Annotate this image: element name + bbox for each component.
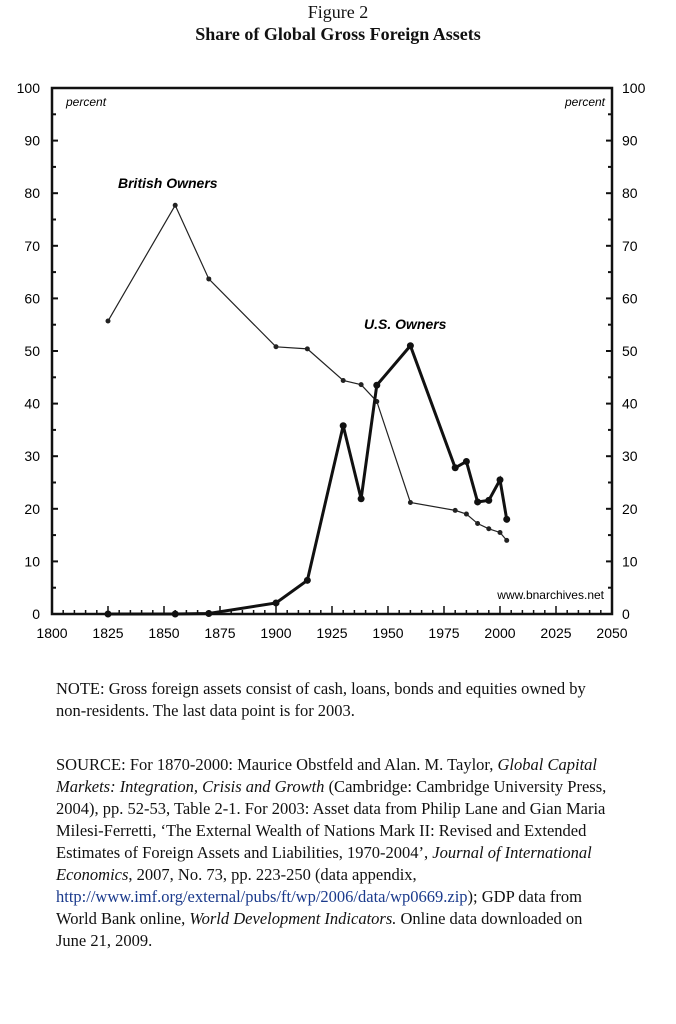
data-point bbox=[474, 498, 482, 506]
y-tick-label-right: 30 bbox=[622, 448, 638, 464]
data-point bbox=[171, 610, 179, 618]
data-point bbox=[462, 457, 470, 465]
y-tick-label-left: 0 bbox=[32, 606, 40, 622]
data-point bbox=[407, 499, 413, 505]
note-label: NOTE: bbox=[56, 679, 105, 698]
data-point bbox=[205, 609, 213, 617]
data-point bbox=[357, 495, 365, 503]
y-tick-label-right: 40 bbox=[622, 396, 638, 412]
data-point bbox=[358, 382, 364, 388]
figure-label: Figure 2 bbox=[307, 2, 369, 22]
data-point bbox=[273, 344, 279, 350]
x-tick-label: 1800 bbox=[36, 625, 67, 641]
data-point bbox=[475, 521, 481, 527]
y-tick-label-right: 70 bbox=[622, 238, 638, 254]
y-tick-label-right: 0 bbox=[622, 606, 630, 622]
data-point bbox=[373, 381, 381, 389]
data-point bbox=[105, 318, 111, 324]
data-point bbox=[340, 377, 346, 383]
data-point bbox=[486, 526, 492, 532]
source-text: Online data downloaded on June 21, 2009. bbox=[56, 909, 583, 950]
data-point bbox=[503, 515, 511, 523]
x-tick-label: 1950 bbox=[372, 625, 403, 641]
data-point bbox=[406, 342, 414, 350]
y-tick-label-right: 20 bbox=[622, 501, 638, 517]
data-point bbox=[206, 276, 212, 282]
y-tick-label-right: 80 bbox=[622, 185, 638, 201]
series-line-british bbox=[107, 203, 508, 541]
series-label-british: British Owners bbox=[118, 175, 218, 191]
x-tick-label: 1825 bbox=[92, 625, 123, 641]
source-label: SOURCE: bbox=[56, 755, 126, 774]
source-text: (Cambridge: Cambridge University Press, … bbox=[56, 777, 607, 862]
source-book: Global Capital Markets: Integration, Cri… bbox=[56, 755, 597, 796]
data-point bbox=[339, 422, 347, 430]
watermark: www.bnarchives.net bbox=[496, 588, 604, 602]
x-tick-label: 1850 bbox=[148, 625, 179, 641]
data-point bbox=[496, 476, 504, 484]
y-tick-label-left: 70 bbox=[24, 238, 40, 254]
y-tick-label-left: 20 bbox=[24, 501, 40, 517]
chart-title: Share of Global Gross Foreign Assets bbox=[195, 24, 481, 44]
x-tick-label: 1875 bbox=[204, 625, 235, 641]
x-tick-label: 1975 bbox=[428, 625, 459, 641]
y-axis-label-left: percent bbox=[65, 95, 107, 109]
data-point bbox=[463, 511, 469, 517]
y-tick-label-left: 10 bbox=[24, 553, 40, 569]
source-wdi: World Development Indicators. bbox=[189, 909, 397, 928]
y-tick-label-left: 100 bbox=[17, 80, 41, 96]
y-tick-label-left: 80 bbox=[24, 185, 40, 201]
y-tick-label-right: 60 bbox=[622, 290, 638, 306]
y-tick-label-right: 100 bbox=[622, 80, 646, 96]
source: SOURCE: For 1870-2000: Maurice Obstfeld … bbox=[56, 754, 616, 952]
note: NOTE: Gross foreign assets consist of ca… bbox=[56, 678, 616, 722]
note-text: Gross foreign assets consist of cash, lo… bbox=[56, 679, 586, 720]
x-tick-label: 2025 bbox=[540, 625, 571, 641]
data-point bbox=[451, 464, 459, 472]
x-tick-label: 1900 bbox=[260, 625, 291, 641]
y-tick-label-left: 30 bbox=[24, 448, 40, 464]
data-point bbox=[303, 576, 311, 584]
source-text: For 1870-2000: Maurice Obstfeld and Alan… bbox=[125, 755, 498, 774]
y-tick-label-right: 90 bbox=[622, 133, 638, 149]
data-point bbox=[497, 529, 503, 535]
data-point bbox=[104, 610, 112, 618]
data-point bbox=[485, 496, 493, 504]
data-point bbox=[272, 599, 280, 607]
y-tick-label-right: 10 bbox=[622, 553, 638, 569]
data-point bbox=[452, 507, 458, 513]
data-point bbox=[172, 202, 178, 208]
source-link[interactable]: http://www.imf.org/external/pubs/ft/wp/2… bbox=[56, 887, 468, 906]
plot-frame bbox=[50, 86, 614, 616]
data-point bbox=[304, 346, 310, 352]
source-text: , 2007, No. 73, pp. 223-250 (data append… bbox=[128, 865, 417, 884]
series-line-us bbox=[108, 342, 509, 616]
source-journal: Journal of International Economics bbox=[56, 843, 592, 884]
y-tick-label-left: 50 bbox=[24, 343, 40, 359]
y-tick-label-right: 50 bbox=[622, 343, 638, 359]
data-point bbox=[504, 537, 510, 543]
x-tick-label: 2000 bbox=[484, 625, 515, 641]
x-tick-label: 2050 bbox=[596, 625, 627, 641]
y-tick-label-left: 90 bbox=[24, 133, 40, 149]
y-axis-label-right: percent bbox=[564, 95, 606, 109]
source-text: ); GDP data from World Bank online, bbox=[56, 887, 582, 928]
x-tick-label: 1925 bbox=[316, 625, 347, 641]
y-tick-label-left: 60 bbox=[24, 290, 40, 306]
series-label-us: U.S. Owners bbox=[364, 316, 447, 332]
y-tick-label-left: 40 bbox=[24, 396, 40, 412]
chart: 0 0 10 10 20 20 30 30 40 40 50 50 60 60 70 70 80 80 90 90 10… bbox=[17, 80, 646, 641]
